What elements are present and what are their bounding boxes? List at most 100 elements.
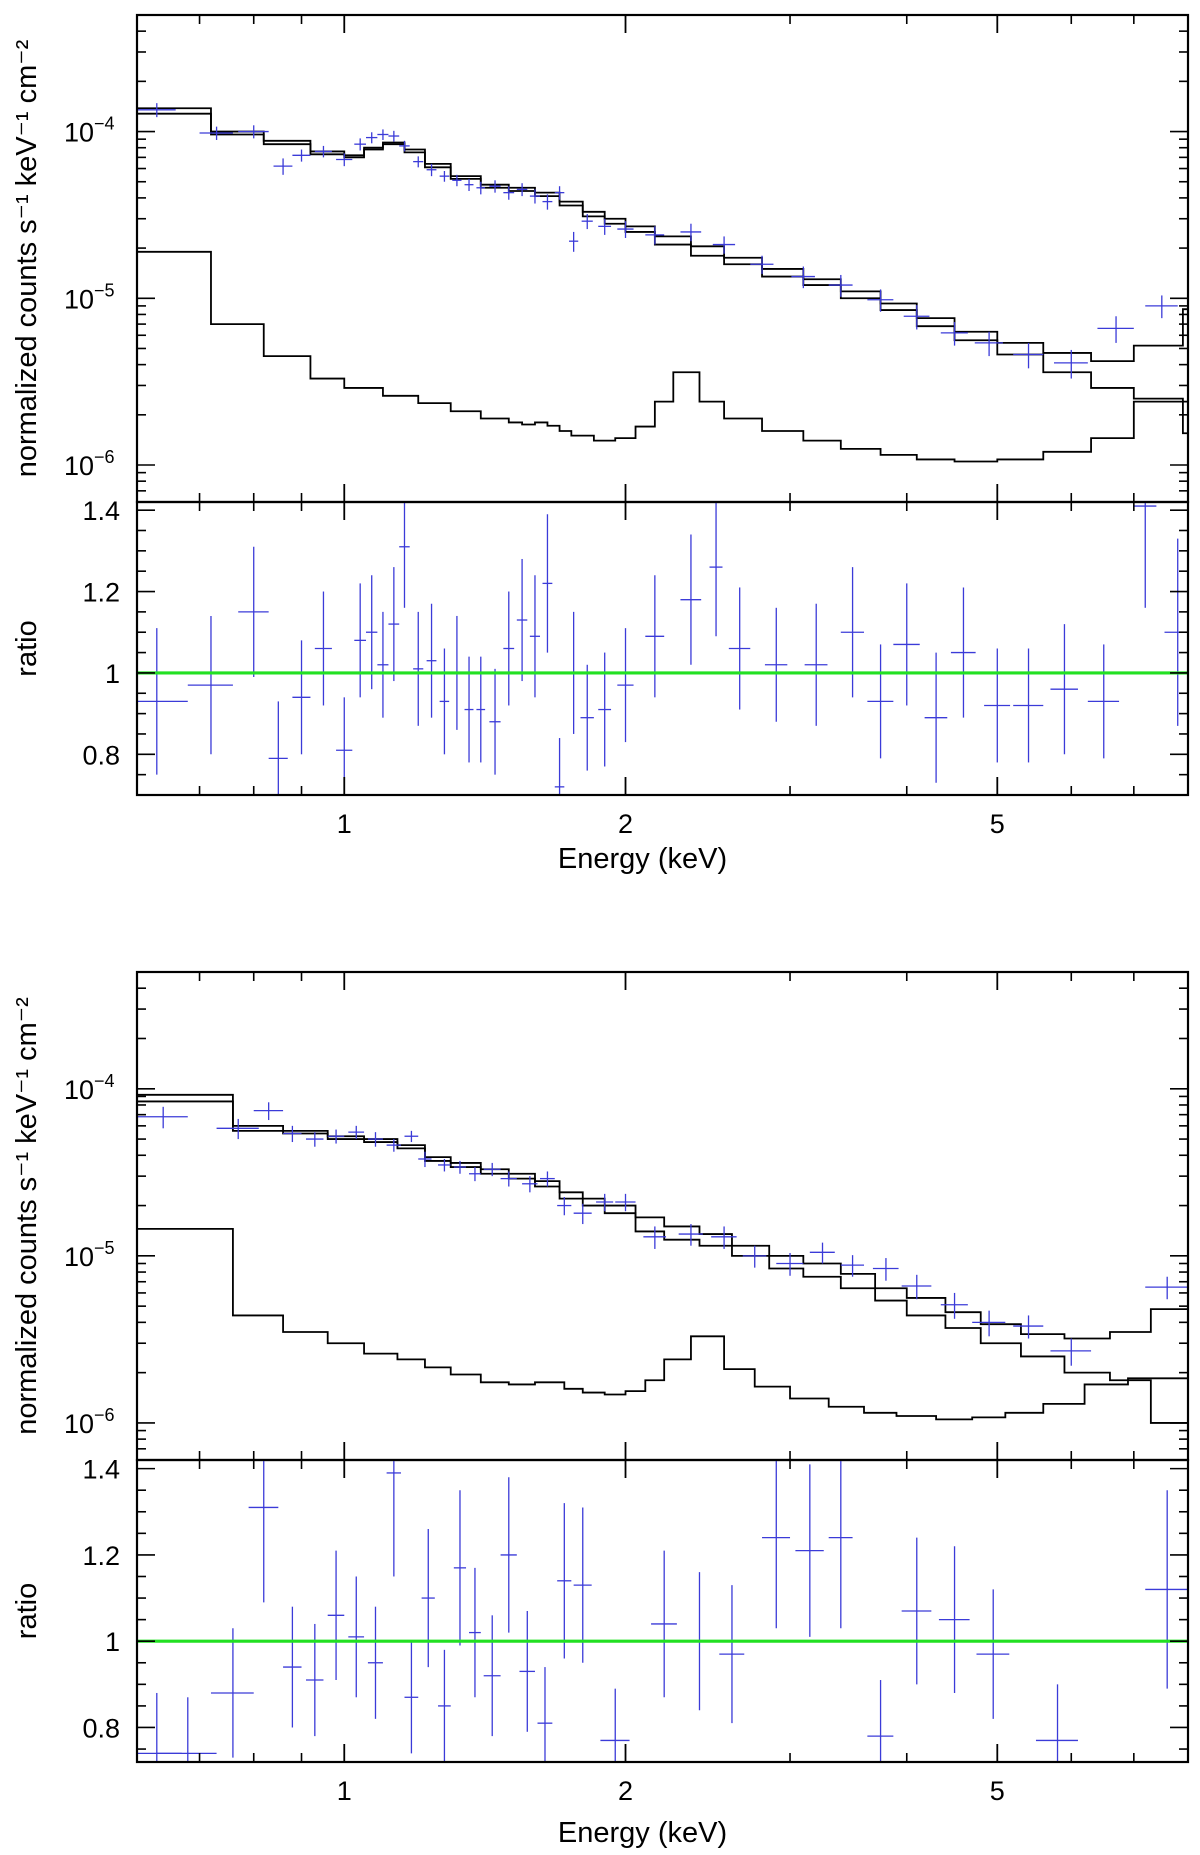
- data-point: [617, 628, 634, 743]
- data-point: [452, 174, 462, 187]
- data-point: [137, 1106, 188, 1129]
- data-point: [712, 236, 736, 254]
- data-point: [728, 587, 751, 710]
- data-point: [645, 226, 665, 245]
- data-point: [483, 1162, 501, 1177]
- data-point: [867, 644, 894, 759]
- plot-area: [137, 1460, 1188, 1762]
- y-tick-label: 10−4: [64, 114, 115, 148]
- data-point: [238, 546, 269, 677]
- model-line-1: [137, 107, 1188, 362]
- data-point: [573, 1203, 592, 1225]
- data-point: [438, 1649, 451, 1762]
- data-point: [617, 221, 634, 238]
- x-tick-label: 1: [337, 1776, 352, 1806]
- data-point: [828, 274, 853, 297]
- data-point: [469, 1167, 481, 1182]
- data-point: [439, 170, 450, 182]
- data-point: [399, 502, 410, 608]
- data-point: [776, 1253, 804, 1276]
- data-point: [600, 1688, 630, 1762]
- data-point: [503, 186, 515, 200]
- data-point: [348, 1576, 365, 1698]
- y-tick-label: 1: [105, 659, 120, 689]
- model-line-2: [137, 1100, 1188, 1424]
- data-point: [1133, 502, 1157, 608]
- data-point: [596, 1193, 614, 1212]
- data-point: [476, 181, 486, 195]
- data-point: [901, 1274, 932, 1300]
- data-point: [516, 558, 528, 682]
- data-point: [940, 322, 968, 346]
- data-point: [469, 1567, 481, 1698]
- model-line-1: [137, 1093, 1188, 1340]
- data-point: [283, 1606, 302, 1728]
- y-tick-label: 1: [105, 1627, 120, 1657]
- data-point: [519, 1611, 535, 1732]
- data-point: [1013, 648, 1044, 763]
- data-point: [388, 567, 400, 682]
- y-tick-label: 10−5: [64, 280, 115, 314]
- data-point: [1013, 342, 1044, 369]
- data-point: [404, 1130, 419, 1143]
- data-point: [537, 1667, 553, 1762]
- data-point: [253, 1102, 284, 1121]
- data-point: [348, 1125, 365, 1140]
- data-point: [940, 1292, 968, 1319]
- data-point: [1050, 1338, 1092, 1366]
- data-point: [354, 138, 366, 151]
- plot-area: [137, 502, 1188, 795]
- data-point: [901, 1537, 932, 1685]
- data-point: [540, 1171, 555, 1187]
- data-point: [598, 652, 612, 767]
- data-point: [840, 567, 865, 698]
- y-axis-title: normalized counts s⁻¹ keV⁻¹ cm⁻²: [11, 39, 43, 477]
- data-point: [557, 1197, 572, 1216]
- data-point: [386, 1139, 401, 1152]
- y-tick-label: 10−5: [64, 1238, 115, 1272]
- data-point: [314, 591, 332, 706]
- data-point: [489, 180, 501, 193]
- data-point: [386, 1460, 401, 1577]
- data-point: [238, 125, 269, 139]
- y-tick-label: 1.4: [82, 496, 120, 526]
- x-axis-title: Energy (keV): [558, 1817, 727, 1849]
- ratio-panel-bottom: 0.8 1 1.2 1.4 ratio 1 2 5 Energy (keV): [11, 1455, 1190, 1849]
- data-point: [156, 1697, 217, 1762]
- data-point: [569, 231, 579, 252]
- data-point: [1145, 295, 1178, 319]
- data-point: [377, 611, 389, 718]
- data-point: [216, 1118, 259, 1140]
- data-point: [678, 1224, 703, 1246]
- data-point: [365, 132, 378, 144]
- data-point: [453, 1490, 467, 1646]
- data-point: [867, 1680, 894, 1762]
- data-point: [828, 1460, 853, 1629]
- data-point: [554, 186, 565, 200]
- data-point: [464, 178, 474, 191]
- data-point: [643, 1226, 667, 1249]
- data-point: [840, 1255, 865, 1277]
- data-point: [680, 534, 702, 665]
- data-point: [199, 126, 233, 140]
- y-tick-label: 10−6: [64, 1405, 115, 1439]
- data-point: [1087, 644, 1120, 759]
- ratio-panel-top: 0.8 1 1.2 1.4 ratio 1 2 5 Energy (keV): [11, 496, 1190, 875]
- data-point: [872, 1258, 899, 1281]
- y-tick-label: 0.8: [82, 1713, 120, 1743]
- data-point: [972, 1310, 1006, 1337]
- plot-area: [137, 103, 1188, 463]
- data-point: [438, 1158, 451, 1172]
- data-point: [680, 223, 702, 242]
- data-point: [483, 1615, 501, 1737]
- data-point: [580, 664, 594, 771]
- data-point: [950, 587, 976, 718]
- data-point: [426, 603, 437, 718]
- data-point: [489, 668, 501, 775]
- data-point: [516, 183, 528, 197]
- data-point: [377, 129, 389, 140]
- data-point: [283, 1125, 302, 1143]
- plot-frame: [135, 1458, 1190, 1764]
- data-point: [248, 1460, 279, 1603]
- data-point: [750, 255, 774, 274]
